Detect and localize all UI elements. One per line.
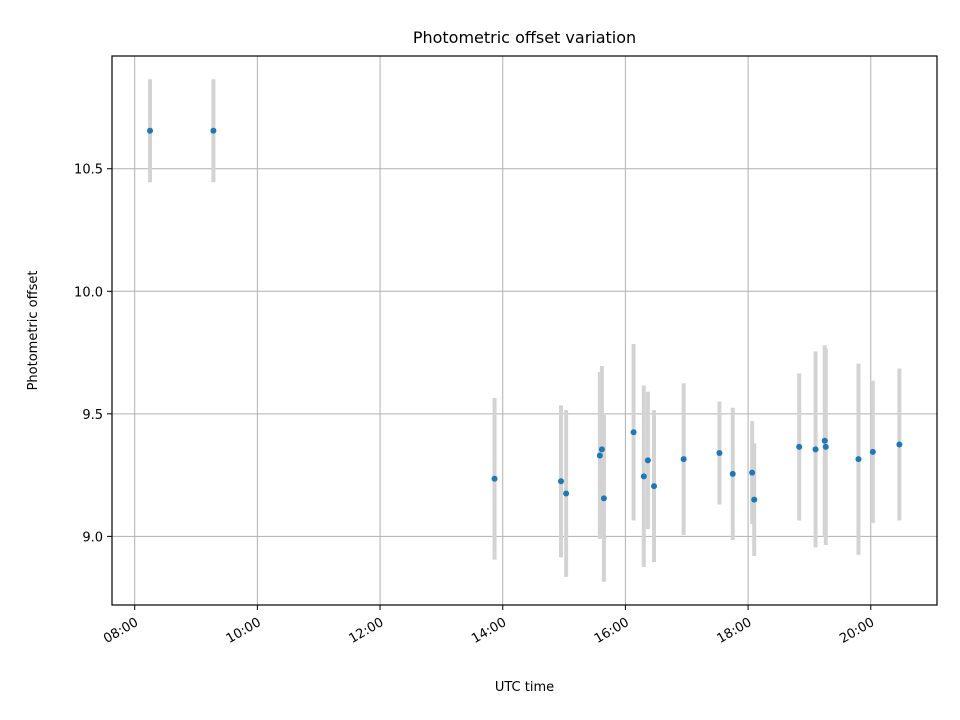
data-point [644, 457, 651, 464]
x-tick-label: 08:00 [101, 615, 141, 647]
data-point [596, 452, 603, 459]
data-point [869, 448, 876, 455]
data-point [855, 456, 862, 463]
data-point [600, 495, 607, 502]
data-point [630, 429, 637, 436]
data-point [729, 470, 736, 477]
grid [112, 56, 937, 605]
data-point [822, 443, 829, 450]
data-point [598, 446, 605, 453]
x-axis-label: UTC time [495, 680, 554, 695]
x-tick-label: 20:00 [837, 615, 877, 647]
data-point [796, 443, 803, 450]
data-point [821, 437, 828, 444]
y-tick-label: 9.5 [82, 408, 103, 423]
data-point [896, 441, 903, 448]
data-point [716, 450, 723, 457]
errorbars [148, 79, 902, 582]
data-point [640, 473, 647, 480]
y-axis-label: Photometric offset [26, 271, 41, 391]
x-axis-ticks: 08:00 10:00 12:00 14:00 16:00 18:00 20:00 [101, 605, 877, 647]
data-point [557, 478, 564, 485]
data-point [651, 483, 658, 490]
data-point [751, 496, 758, 503]
data-point [563, 490, 570, 497]
x-tick-label: 18:00 [715, 615, 755, 647]
data-point [491, 475, 498, 482]
y-axis-ticks: 9.0 9.5 10.0 10.5 [74, 163, 112, 545]
data-point [749, 469, 756, 476]
y-tick-label: 10.0 [74, 285, 103, 300]
data-point [812, 446, 819, 453]
x-tick-label: 10:00 [224, 615, 264, 647]
data-point [680, 456, 687, 463]
data-point [210, 127, 217, 134]
x-tick-label: 14:00 [469, 615, 509, 647]
data-points [147, 127, 903, 503]
x-tick-label: 16:00 [592, 615, 632, 647]
y-tick-label: 10.5 [74, 163, 103, 178]
plot-frame [111, 55, 938, 606]
chart-title: Photometric offset variation [413, 28, 636, 47]
data-point [147, 127, 154, 134]
y-tick-label: 9.0 [82, 530, 103, 545]
x-tick-label: 12:00 [346, 615, 386, 647]
